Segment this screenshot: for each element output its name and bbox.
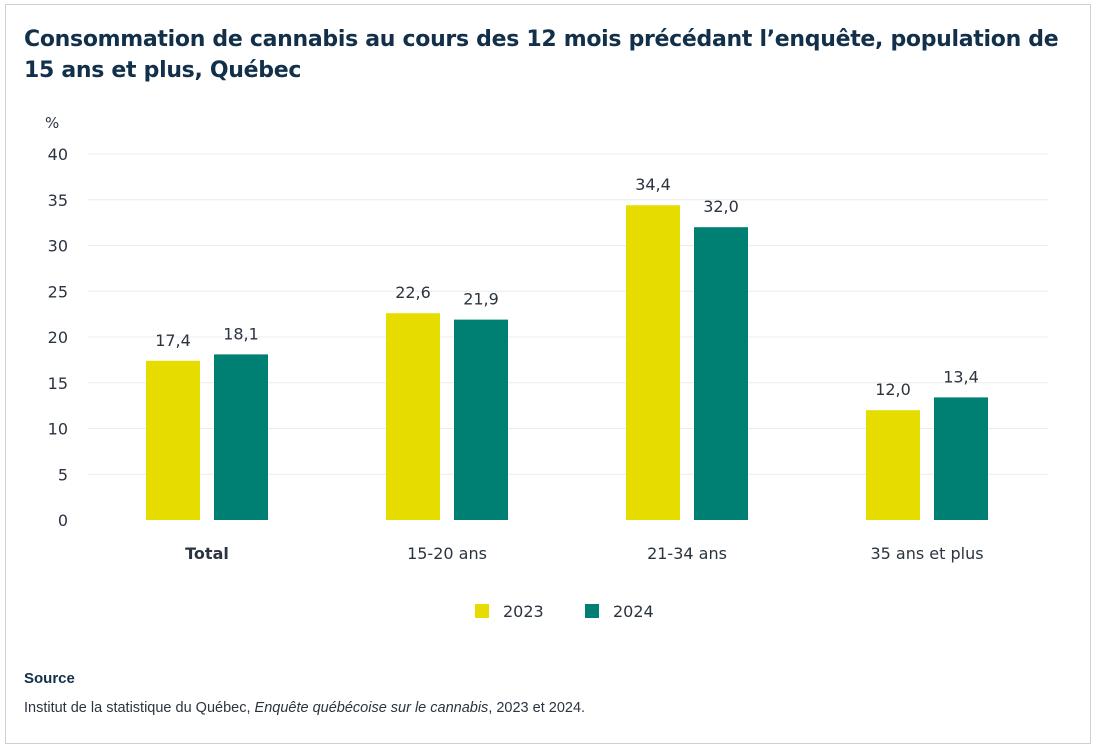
source-text-italic: Enquête québécoise sur le cannabis (254, 700, 489, 716)
data-label: 22,6 (395, 283, 431, 302)
legend-label-2023: 2023 (503, 602, 544, 621)
data-label: 34,4 (635, 175, 671, 194)
x-tick-label: 21-34 ans (647, 544, 727, 563)
data-label: 17,4 (155, 331, 191, 350)
y-tick-label: 40 (48, 145, 68, 164)
legend-label-2024: 2024 (613, 602, 654, 621)
bar-2024-1 (454, 319, 508, 520)
bar-2024-0 (214, 354, 268, 520)
legend-swatch-2023 (475, 604, 489, 618)
data-label: 13,4 (943, 367, 979, 386)
bar-2023-3 (866, 410, 920, 520)
chart-title: Consommation de cannabis au cours des 12… (24, 27, 1059, 83)
chart-frame (5, 4, 1091, 744)
legend-swatch-2024 (585, 604, 599, 618)
x-tick-label: 35 ans et plus (870, 544, 983, 563)
y-tick-label: 10 (48, 420, 68, 439)
y-tick-label: 35 (48, 191, 68, 210)
y-tick-label: 20 (48, 328, 68, 347)
bar-2023-0 (146, 360, 200, 520)
y-axis-label: % (45, 114, 59, 132)
data-label: 18,1 (223, 324, 259, 343)
source-text-after: , 2023 et 2024. (488, 700, 586, 716)
bar-2024-3 (934, 397, 988, 520)
source-text-before: Institut de la statistique du Québec, (24, 700, 255, 716)
y-tick-label: 30 (48, 237, 68, 256)
source-text: Institut de la statistique du Québec, En… (24, 700, 585, 716)
data-label: 21,9 (463, 290, 499, 309)
bar-2023-1 (386, 313, 440, 520)
y-tick-label: 0 (58, 511, 68, 530)
data-label: 32,0 (703, 197, 739, 216)
source-heading: Source (24, 670, 75, 687)
x-tick-label: Total (185, 544, 229, 563)
y-tick-label: 5 (58, 465, 68, 484)
data-label: 12,0 (875, 380, 911, 399)
x-tick-label: 15-20 ans (407, 544, 487, 563)
y-tick-label: 25 (48, 282, 68, 301)
bar-2024-2 (694, 227, 748, 520)
y-tick-label: 15 (48, 374, 68, 393)
bar-2023-2 (626, 205, 680, 521)
